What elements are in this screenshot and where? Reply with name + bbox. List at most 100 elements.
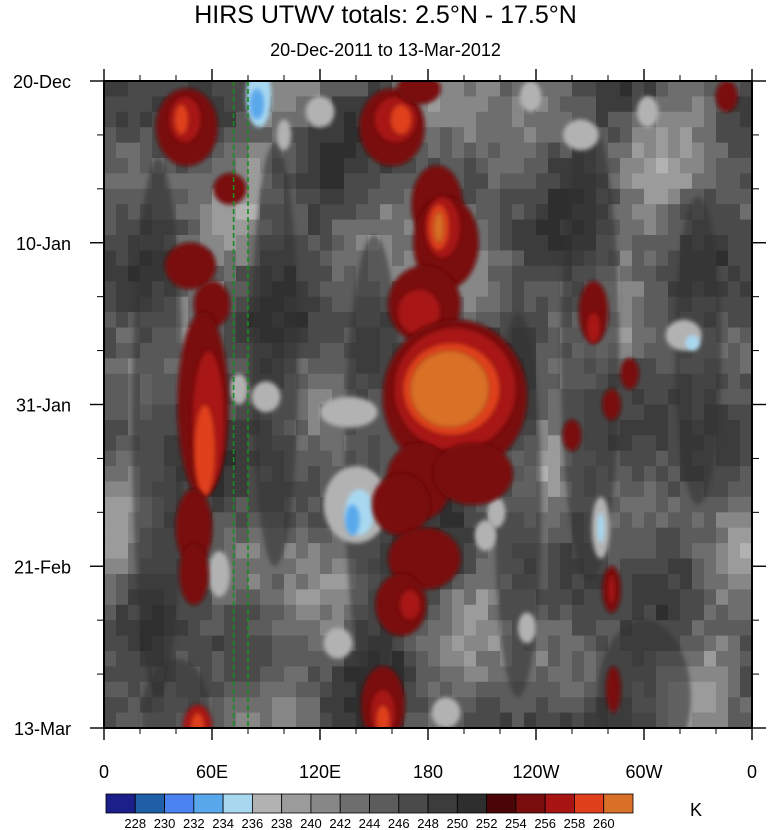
field-cell [524, 127, 537, 144]
field-cell [116, 635, 129, 652]
field-cool-patch [431, 697, 461, 728]
field-cell [320, 158, 333, 174]
field-cell [536, 235, 549, 251]
field-cell [488, 127, 501, 144]
field-cell [476, 96, 489, 113]
field-cell [512, 127, 525, 144]
field-cell [548, 111, 561, 128]
field-cell [548, 512, 561, 529]
field-cell [704, 574, 717, 590]
field-cell [188, 620, 201, 637]
field-cell [236, 666, 249, 683]
field-cell [248, 142, 261, 159]
field-cell [104, 358, 117, 375]
field-cell [248, 127, 261, 144]
field-cell [344, 666, 357, 683]
field-cell [440, 142, 453, 159]
field-cell [248, 712, 261, 728]
field-cell [308, 373, 321, 390]
field-cell [608, 527, 621, 544]
reference-lines [232, 81, 249, 728]
field-cell [140, 127, 153, 144]
field-cell [248, 496, 261, 513]
field-cell [560, 604, 573, 621]
field-cell [116, 281, 129, 298]
field-cell [548, 96, 561, 113]
field-cell [428, 651, 441, 667]
field-cell [320, 296, 333, 313]
colorbar-box [398, 793, 429, 814]
field-cell [416, 666, 429, 683]
field-cell [332, 127, 345, 144]
field-cell [440, 681, 453, 698]
field-cell [296, 204, 309, 221]
field-cell [644, 574, 657, 590]
field-cell [296, 419, 309, 436]
field-cell [644, 358, 657, 375]
field-warm-patch [562, 419, 582, 452]
field-cell [668, 589, 681, 606]
field-cell [188, 219, 201, 236]
field-cell [104, 281, 117, 298]
field-cell [488, 250, 501, 267]
field-cell [500, 96, 513, 113]
axes: 0 60E 120E 180 120W 60W 0 20-Dec 10-Jan 31-Jan 21-… [13, 69, 766, 782]
field-cell [200, 188, 213, 205]
field-cell [728, 142, 741, 159]
field-cell [668, 81, 681, 97]
field-cell [272, 712, 285, 728]
field-cell [296, 558, 309, 575]
field-cell [260, 574, 273, 590]
field-cell [656, 204, 669, 221]
field-cell [476, 697, 489, 714]
field-cell [296, 527, 309, 544]
field-cell [224, 265, 237, 282]
field-cell [692, 173, 705, 190]
field-cell [308, 466, 321, 483]
field-cell [644, 312, 657, 329]
field-cell [308, 574, 321, 590]
field-cell [296, 543, 309, 560]
field-cell [428, 620, 441, 637]
field-cell [512, 265, 525, 282]
field-cell [296, 142, 309, 159]
field-cell [296, 219, 309, 236]
field-cell [740, 312, 752, 329]
field-cell [236, 204, 249, 221]
colorbar: 228 230 232 234 236 238 240 242 244 246 248 250 252 2… [105, 793, 634, 830]
field-cell [488, 158, 501, 174]
field-cell [104, 404, 117, 421]
field-cell [704, 620, 717, 637]
field-cell [452, 96, 465, 113]
colorbar-box [486, 793, 517, 814]
field-cell [728, 188, 741, 205]
field-cell [512, 235, 525, 251]
field-cell [128, 142, 141, 159]
field-cell [320, 265, 333, 282]
field-cell [308, 450, 321, 467]
field-cool-patch [323, 627, 353, 659]
field-cell [536, 389, 549, 406]
field-cell [104, 81, 117, 97]
field-cell [464, 527, 477, 544]
field-cell [728, 373, 741, 390]
field-cell [716, 173, 729, 190]
field-cell [440, 620, 453, 637]
colorbar-label: 260 [593, 816, 615, 830]
field-cell [740, 219, 752, 236]
field-cell [476, 250, 489, 267]
field-cell [572, 574, 585, 590]
field-cell [452, 127, 465, 144]
field-cell [536, 620, 549, 637]
field-cell [740, 450, 752, 467]
field-cell [128, 173, 141, 190]
field-cell [116, 235, 129, 251]
field-cell [560, 574, 573, 590]
field-cell [572, 620, 585, 637]
field-cell [116, 589, 129, 606]
field-cell [656, 604, 669, 621]
field-cell [512, 281, 525, 298]
field-cell [272, 681, 285, 698]
field-cell [116, 312, 129, 329]
field-cell [728, 558, 741, 575]
